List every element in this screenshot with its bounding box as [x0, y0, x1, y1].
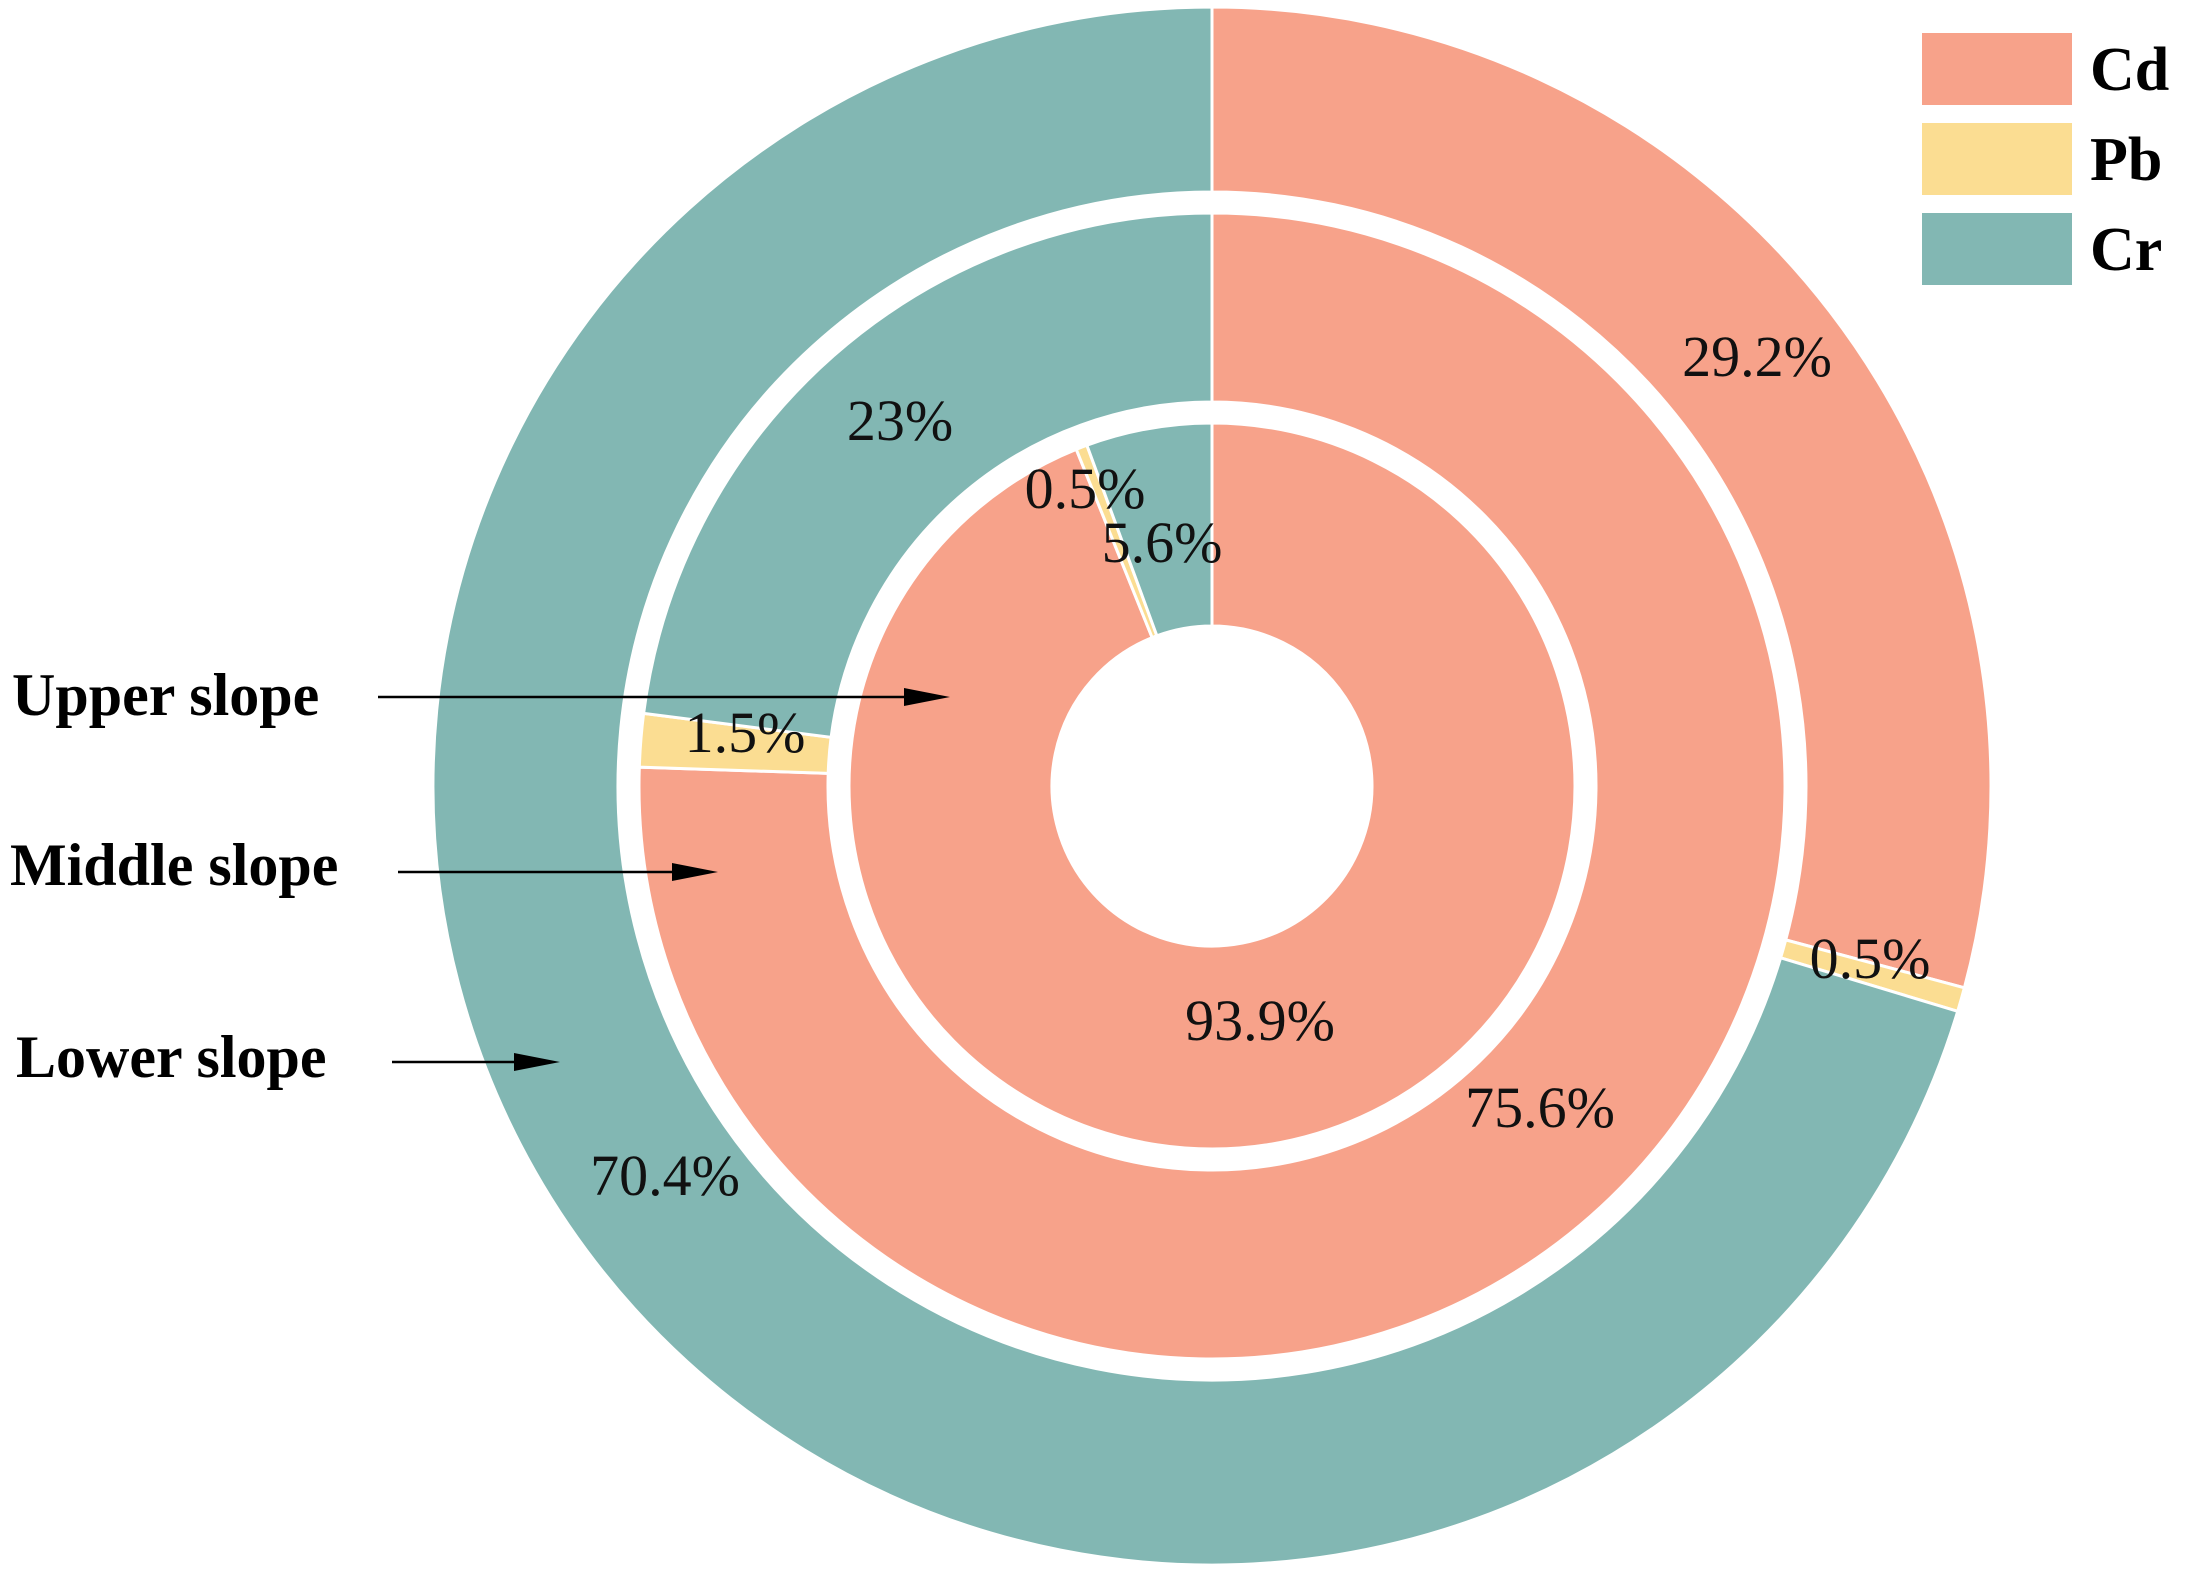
legend-swatch-pb — [1922, 123, 2072, 195]
arrow-head-middle — [672, 863, 718, 881]
arrow-head-outer — [514, 1053, 560, 1071]
percentage-labels: 93.9%0.5%5.6%75.6%1.5%23%29.2%0.5%70.4% — [590, 324, 1930, 1208]
legend-label-cd: Cd — [2090, 36, 2169, 104]
label-outer-cr: 70.4% — [590, 1143, 740, 1208]
label-inner-cr: 5.6% — [1102, 510, 1223, 575]
ring-label-inner: Upper slope — [12, 662, 319, 728]
label-middle-cd: 75.6% — [1465, 1075, 1615, 1140]
label-outer-cd: 29.2% — [1682, 324, 1832, 389]
label-middle-pb: 1.5% — [685, 700, 806, 765]
ring-callouts: Upper slope Middle slope Lower slope — [10, 662, 950, 1090]
slice-middle-cr — [641, 211, 1214, 739]
label-inner-pb: 0.5% — [1025, 456, 1146, 521]
ring-label-middle: Middle slope — [10, 832, 338, 898]
legend-swatch-cd — [1922, 33, 2072, 105]
label-outer-pb: 0.5% — [1810, 926, 1931, 991]
legend-swatch-cr — [1922, 213, 2072, 285]
slice-middle-cd — [637, 211, 1787, 1361]
slice-outer-cd — [1210, 5, 1993, 990]
ring-label-outer: Lower slope — [16, 1024, 327, 1090]
slice-inner-cd — [847, 421, 1577, 1151]
label-middle-cr: 23% — [847, 388, 953, 453]
slice-inner-cr — [1084, 421, 1214, 638]
slice-outer-cr — [431, 5, 1960, 1567]
legend-label-cr: Cr — [2090, 216, 2162, 284]
arrow-head-inner — [904, 688, 950, 706]
legend: Cd Pb Cr — [1922, 33, 2169, 285]
donut-rings — [431, 5, 1993, 1567]
label-inner-cd: 93.9% — [1185, 988, 1335, 1053]
legend-label-pb: Pb — [2090, 126, 2162, 194]
